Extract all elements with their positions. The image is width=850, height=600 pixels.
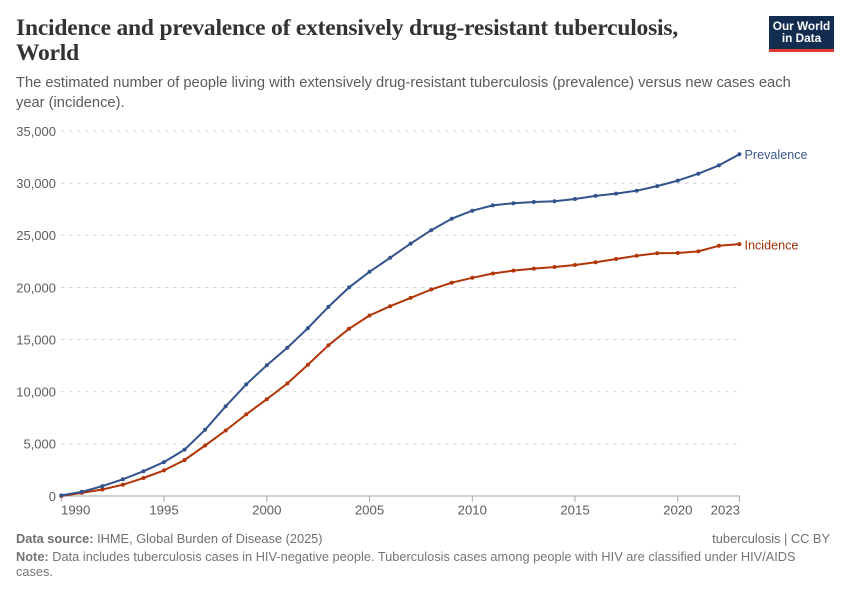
svg-text:Prevalence: Prevalence [745, 148, 808, 162]
svg-text:2023: 2023 [711, 502, 740, 517]
svg-text:2000: 2000 [252, 502, 281, 517]
svg-text:1995: 1995 [149, 502, 178, 517]
svg-text:5,000: 5,000 [23, 437, 56, 452]
svg-text:Incidence: Incidence [745, 238, 799, 252]
svg-text:2020: 2020 [663, 502, 692, 517]
svg-text:2005: 2005 [355, 502, 384, 517]
svg-text:25,000: 25,000 [16, 228, 56, 243]
svg-text:30,000: 30,000 [16, 176, 56, 191]
svg-text:0: 0 [49, 489, 56, 504]
svg-text:35,000: 35,000 [16, 124, 56, 139]
svg-text:15,000: 15,000 [16, 332, 56, 347]
svg-text:20,000: 20,000 [16, 280, 56, 295]
svg-text:2015: 2015 [560, 502, 589, 517]
svg-text:10,000: 10,000 [16, 385, 56, 400]
svg-text:2010: 2010 [458, 502, 487, 517]
svg-text:1990: 1990 [61, 502, 90, 517]
